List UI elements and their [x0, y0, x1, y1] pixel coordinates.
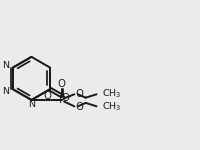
Text: N: N	[2, 61, 9, 70]
Text: O: O	[58, 79, 66, 89]
Text: O: O	[75, 102, 83, 112]
Text: N: N	[2, 87, 9, 96]
Text: O: O	[75, 89, 83, 99]
Text: N: N	[28, 100, 35, 109]
Text: O: O	[44, 91, 52, 101]
Text: O: O	[61, 93, 69, 103]
Text: CH$_3$: CH$_3$	[102, 88, 122, 100]
Text: P: P	[59, 95, 65, 105]
Text: CH$_3$: CH$_3$	[102, 100, 122, 113]
